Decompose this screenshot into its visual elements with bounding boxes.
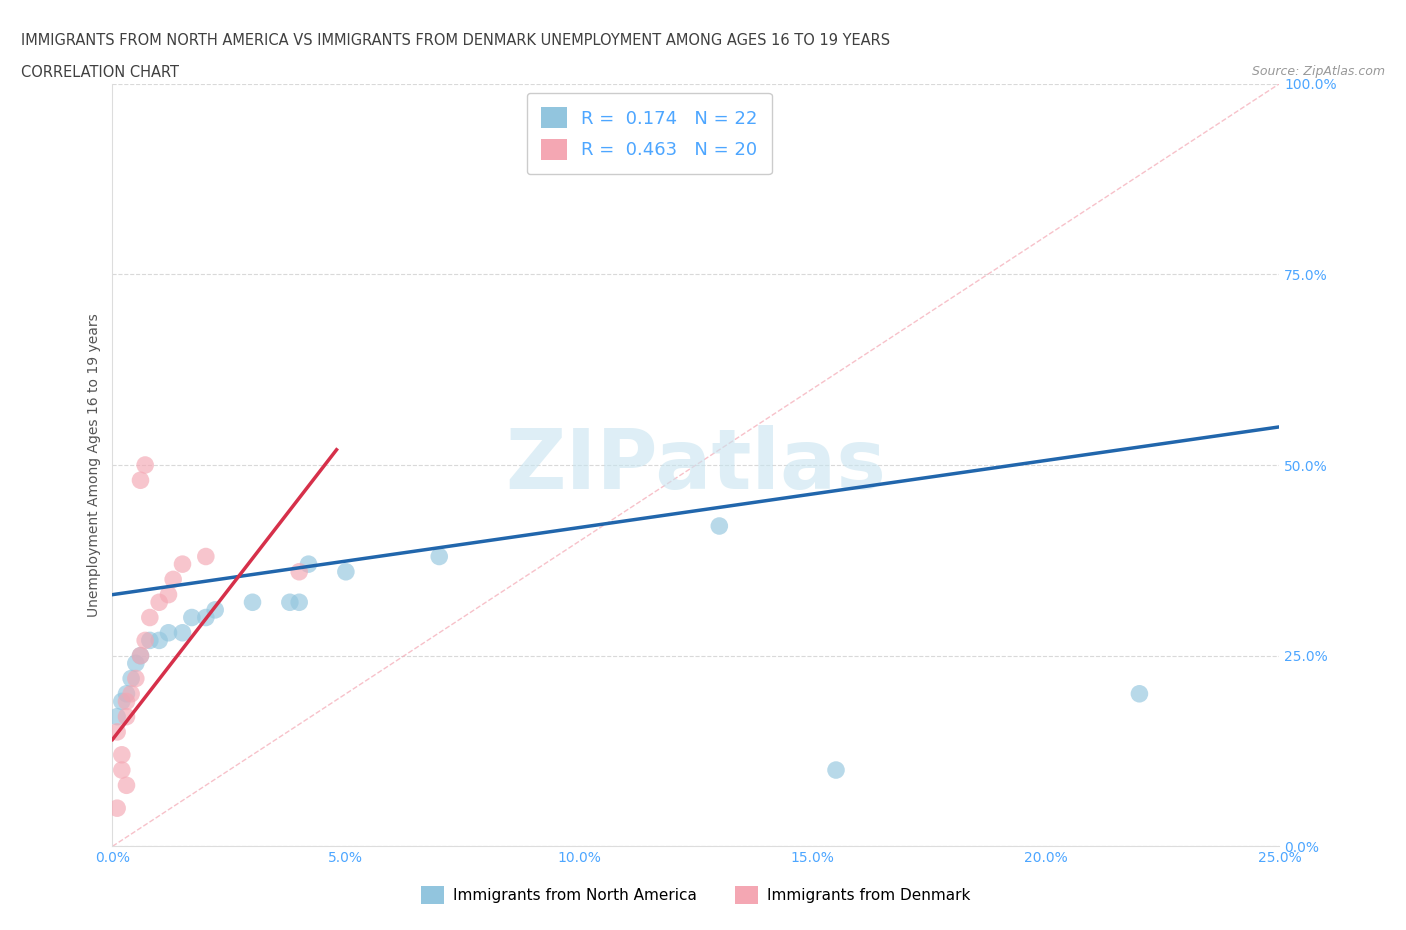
Point (125, 671, 148, 686)
Point (162, 572, 184, 587)
Point (194, 610, 217, 625)
Point (172, 625, 194, 640)
Point (1128, 686, 1150, 701)
Text: CORRELATION CHART: CORRELATION CHART (21, 65, 179, 80)
Point (172, 557, 194, 572)
Point (115, 686, 138, 701)
Point (148, 633, 170, 648)
Point (139, 633, 162, 648)
Point (111, 748, 134, 763)
Point (288, 595, 311, 610)
Point (115, 777, 138, 792)
Point (105, 724, 128, 739)
Legend: Immigrants from North America, Immigrants from Denmark: Immigrants from North America, Immigrant… (415, 880, 977, 910)
Point (709, 519, 731, 534)
Point (115, 710, 138, 724)
Point (157, 587, 180, 602)
Point (180, 610, 202, 625)
Point (427, 549, 450, 564)
Point (129, 648, 152, 663)
Point (297, 557, 319, 572)
Point (111, 763, 134, 777)
Point (125, 656, 148, 671)
Point (129, 648, 152, 663)
Point (157, 625, 180, 640)
Point (120, 671, 142, 686)
Point (111, 694, 134, 709)
Text: ZIPatlas: ZIPatlas (506, 424, 886, 506)
Point (134, 458, 156, 472)
Point (825, 763, 848, 777)
Point (115, 694, 138, 709)
Point (335, 565, 357, 579)
Point (105, 710, 128, 724)
Point (129, 472, 152, 487)
Point (204, 603, 226, 618)
Text: Source: ZipAtlas.com: Source: ZipAtlas.com (1251, 65, 1385, 78)
Legend: R =  0.174   N = 22, R =  0.463   N = 20: R = 0.174 N = 22, R = 0.463 N = 20 (527, 93, 772, 174)
Point (134, 633, 156, 648)
Point (148, 595, 170, 610)
Point (194, 549, 217, 564)
Point (288, 565, 311, 579)
Point (278, 595, 301, 610)
Point (242, 595, 264, 610)
Point (120, 686, 142, 701)
Text: IMMIGRANTS FROM NORTH AMERICA VS IMMIGRANTS FROM DENMARK UNEMPLOYMENT AMONG AGES: IMMIGRANTS FROM NORTH AMERICA VS IMMIGRA… (21, 33, 890, 47)
Point (105, 801, 128, 816)
Point (139, 610, 162, 625)
Y-axis label: Unemployment Among Ages 16 to 19 years: Unemployment Among Ages 16 to 19 years (87, 313, 101, 617)
